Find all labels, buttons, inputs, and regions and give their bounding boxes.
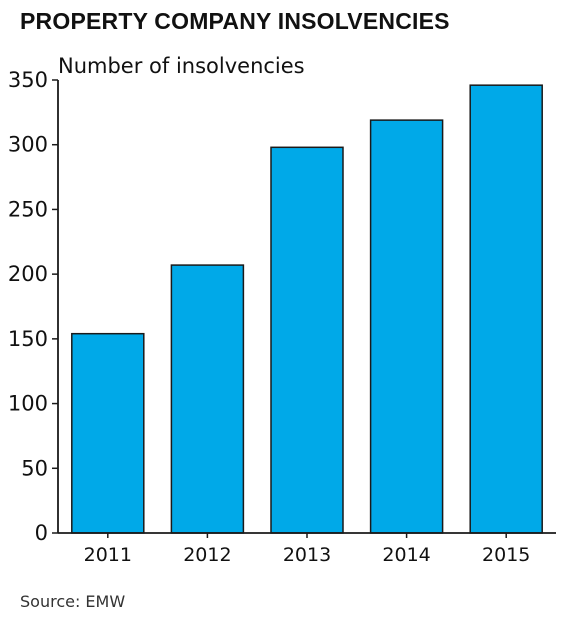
x-tick-label: 2011 (84, 544, 132, 566)
axes (57, 80, 556, 534)
x-axis-ticks: 2011 2012 2013 2014 2015 (84, 533, 530, 566)
y-axis-ticks: 0 50 100 150 200 250 300 350 (8, 68, 58, 545)
y-tick-label: 350 (8, 68, 48, 92)
bar-2011 (71, 332, 145, 534)
y-tick-label: 200 (8, 262, 48, 286)
chart-title: PROPERTY COMPANY INSOLVENCIES (20, 8, 450, 34)
bar-2012 (170, 264, 245, 534)
y-tick-label: 50 (21, 456, 48, 480)
x-tick-label: 2014 (382, 544, 430, 566)
y-tick-label: 0 (35, 521, 48, 545)
x-tick-label: 2015 (482, 544, 530, 566)
y-axis-label: Number of insolvencies (58, 54, 305, 78)
bar-2014 (369, 119, 444, 534)
x-tick-label: 2013 (283, 544, 331, 566)
bar-2013 (270, 146, 344, 534)
bars (71, 84, 543, 534)
y-tick-label: 150 (8, 327, 48, 351)
y-tick-label: 250 (8, 197, 48, 221)
x-tick-label: 2012 (183, 544, 231, 566)
y-tick-label: 300 (8, 133, 48, 157)
source-note: Source: EMW (20, 592, 126, 611)
bar-2015 (469, 84, 543, 534)
y-tick-label: 100 (8, 392, 48, 416)
